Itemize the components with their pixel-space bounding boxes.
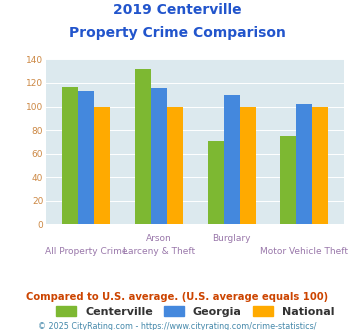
Bar [94, 107, 110, 224]
Text: Larceny & Theft: Larceny & Theft [123, 248, 195, 256]
Legend: Centerville, Georgia, National: Centerville, Georgia, National [52, 302, 339, 321]
Text: Compared to U.S. average. (U.S. average equals 100): Compared to U.S. average. (U.S. average … [26, 292, 329, 302]
Text: 2019 Centerville: 2019 Centerville [113, 3, 242, 17]
Bar [296, 104, 312, 224]
Bar [135, 69, 151, 224]
Text: © 2025 CityRating.com - https://www.cityrating.com/crime-statistics/: © 2025 CityRating.com - https://www.city… [38, 322, 317, 330]
Text: All Property Crime: All Property Crime [45, 248, 127, 256]
Bar [167, 107, 183, 224]
Bar [224, 95, 240, 224]
Bar [78, 91, 94, 224]
Text: Arson: Arson [146, 234, 172, 243]
Bar [280, 136, 296, 224]
Bar [62, 86, 78, 224]
Text: Burglary: Burglary [212, 234, 251, 243]
Bar [312, 107, 328, 224]
Bar [208, 141, 224, 224]
Text: Motor Vehicle Theft: Motor Vehicle Theft [260, 248, 348, 256]
Bar [240, 107, 256, 224]
Text: Property Crime Comparison: Property Crime Comparison [69, 26, 286, 40]
Bar [151, 88, 167, 224]
